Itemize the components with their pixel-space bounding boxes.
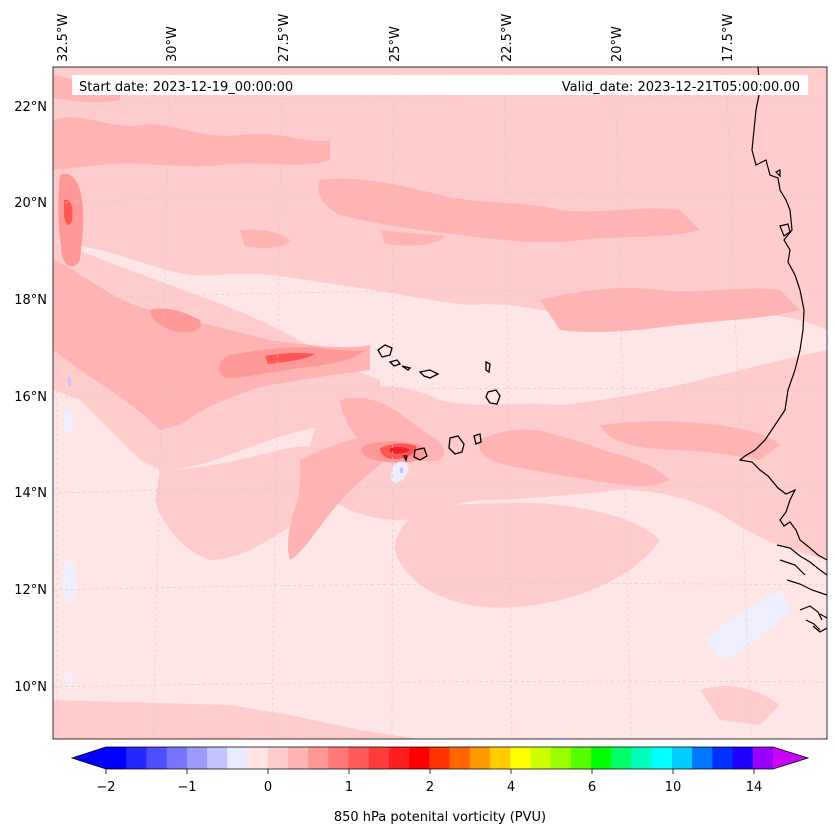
- pv-negative-field: [62, 409, 790, 686]
- colorbar-swatch: [247, 747, 269, 769]
- colorbar-swatch: [207, 747, 228, 769]
- coastline-estuary-1: [776, 544, 827, 596]
- colorbar-tick-label: 6: [588, 780, 596, 795]
- lon-label: 32.5°W: [56, 14, 71, 62]
- lat-label: 20°N: [14, 196, 47, 211]
- colorbar-swatch: [530, 747, 552, 769]
- colorbar-swatch: [469, 747, 491, 769]
- map-panel: [53, 67, 827, 739]
- lon-label: 17.5°W: [721, 14, 736, 62]
- colorbar-swatch: [712, 747, 733, 769]
- colorbar-swatch: [348, 747, 370, 769]
- colorbar-swatch: [227, 747, 248, 769]
- colorbar-swatch: [732, 747, 754, 769]
- colorbar-swatch: [490, 747, 511, 769]
- colorbar-swatch: [106, 747, 127, 769]
- colorbar-swatch: [570, 747, 592, 769]
- colorbar-swatch: [550, 747, 572, 769]
- colorbar-swatch: [126, 747, 147, 769]
- lon-label: 25°W: [388, 26, 403, 62]
- colorbar-swatch: [308, 747, 329, 769]
- colorbar: [70, 746, 810, 770]
- lat-label: 18°N: [14, 293, 47, 308]
- lat-label: 10°N: [14, 680, 47, 695]
- colorbar-swatch: [186, 747, 208, 769]
- colorbar-swatch: [409, 747, 430, 769]
- pv-field-max: [390, 446, 410, 454]
- colorbar-swatch: [510, 747, 531, 769]
- colorbar-swatches: [106, 747, 774, 769]
- map-frame: [52, 66, 828, 740]
- colorbar-swatch: [287, 747, 309, 769]
- valid-date-label: Valid_date: 2023-12-21T05:00:00.00: [562, 80, 800, 95]
- colorbar-swatch: [611, 747, 632, 769]
- colorbar-swatch: [449, 747, 471, 769]
- start-date-label: Start date: 2023-12-19_00:00:00: [79, 80, 293, 95]
- lat-label: 22°N: [14, 100, 47, 115]
- colorbar-tick-label: 14: [746, 780, 763, 795]
- lon-label: 20°W: [610, 26, 625, 62]
- colorbar-swatch: [267, 747, 289, 769]
- colorbar-swatch: [166, 747, 188, 769]
- coastline-inlet: [774, 169, 791, 237]
- graticule: [53, 67, 827, 739]
- colorbar-swatch: [651, 747, 673, 769]
- lon-label: 30°W: [165, 26, 180, 62]
- colorbar-tick-label: 4: [507, 780, 515, 795]
- lat-label: 14°N: [14, 486, 47, 501]
- cape-verde-islands: [377, 344, 501, 462]
- colorbar-swatch: [752, 747, 774, 769]
- colorbar-tick-label: 10: [665, 780, 682, 795]
- african-coastline: [738, 67, 827, 561]
- colorbar-swatch: [328, 747, 349, 769]
- pv-negative-spot: [67, 377, 72, 387]
- colorbar-swatch: [631, 747, 653, 769]
- colorbar-ticks: [105, 769, 755, 774]
- colorbar-tick-label: 2: [426, 780, 434, 795]
- date-label-background: [72, 75, 808, 95]
- lon-label: 22.5°W: [500, 14, 515, 62]
- colorbar-swatch: [429, 747, 450, 769]
- colorbar-tick-label: 1: [345, 780, 353, 795]
- lat-label: 16°N: [14, 390, 47, 405]
- latitude-labels: 22°N 20°N 18°N 16°N 14°N 12°N 10°N: [14, 100, 47, 695]
- colorbar-tick-labels: −2 −1 0 1 2 4 6 10 14: [96, 780, 762, 795]
- pv-negative-core: [399, 467, 404, 474]
- colorbar-swatch: [692, 747, 713, 769]
- colorbar-high-extend: [773, 747, 808, 769]
- lat-label: 12°N: [14, 583, 47, 598]
- coastline-estuary-2: [799, 605, 827, 633]
- colorbar-tick-label: 0: [264, 780, 272, 795]
- colorbar-tick-label: −2: [96, 780, 115, 795]
- colorbar-swatch: [591, 747, 612, 769]
- colorbar-swatch: [146, 747, 168, 769]
- colorbar-tick-label: −1: [177, 780, 196, 795]
- lon-label: 27.5°W: [277, 14, 292, 62]
- colorbar-swatch: [671, 747, 693, 769]
- colorbar-swatch: [388, 747, 410, 769]
- colorbar-low-extend: [72, 747, 106, 769]
- colorbar-title: 850 hPa potenital vorticity (PVU): [334, 810, 546, 825]
- colorbar-swatch: [368, 747, 390, 769]
- longitude-labels: 32.5°W 30°W 27.5°W 25°W 22.5°W 20°W 17.5…: [56, 14, 736, 62]
